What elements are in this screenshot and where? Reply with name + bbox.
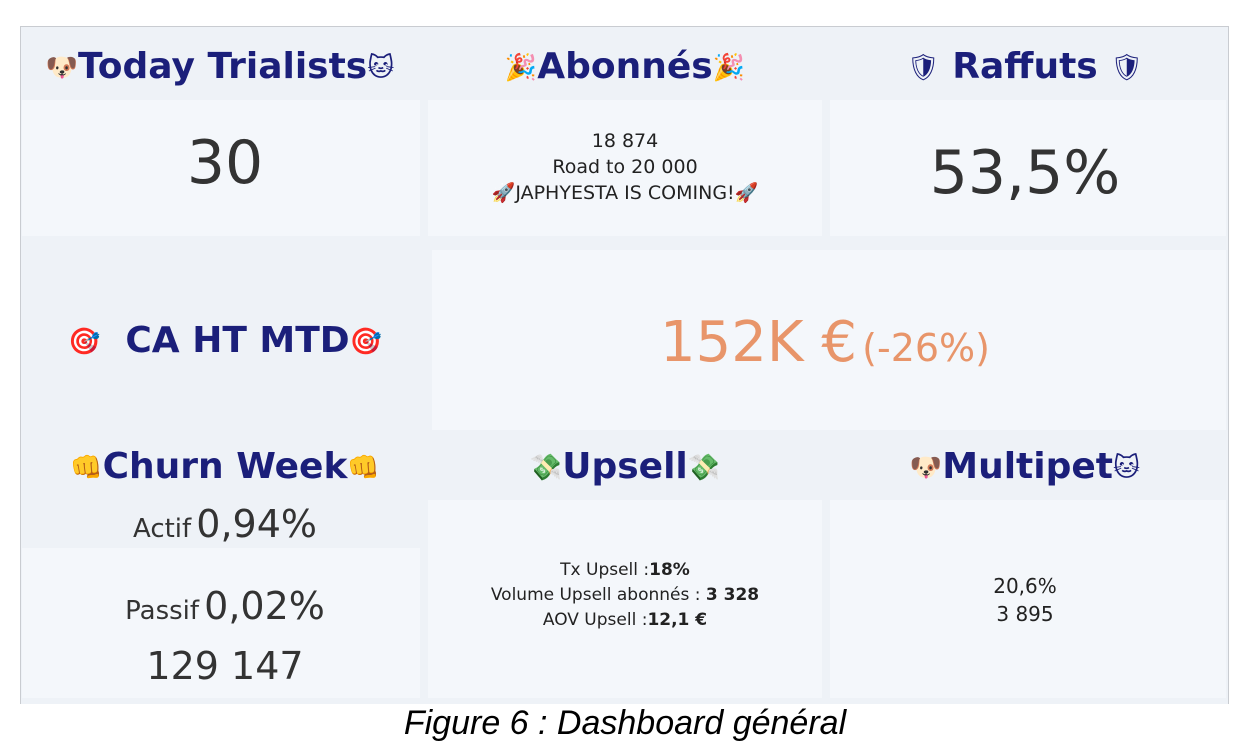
upsell-tx: Tx Upsell :18% [560, 560, 690, 580]
upsell-aov: AOV Upsell :12,1 € [542, 610, 708, 630]
ca-delta: (-26%) [862, 326, 990, 370]
panel-churn [22, 548, 420, 698]
cat-face-icon: 🐱 [1113, 453, 1141, 483]
dart-target-icon: 🎯 [349, 327, 383, 357]
tile-title-churn: 👊Churn Week👊 [70, 446, 380, 487]
trialists-value: 30 [186, 128, 264, 198]
panel-multipet [830, 500, 1226, 698]
abonnes-details: 18 874 Road to 20 000 🚀JAPHYESTA IS COMI… [425, 128, 825, 206]
fist-icon: 👊 [70, 453, 103, 483]
multipet-details: 20,6% 3 895 [825, 572, 1225, 628]
ca-value: 152K € [660, 310, 858, 375]
upsell-volume: Volume Upsell abonnés : 3 328 [490, 585, 760, 605]
tile-title-raffuts: 🛡 Raffuts 🛡 [906, 46, 1144, 87]
churn-passif-label: Passif [125, 596, 200, 626]
multipet-count: 3 895 [996, 602, 1054, 626]
dog-face-icon: 🐶 [45, 53, 79, 83]
churn-actif-value: 0,94% [196, 502, 317, 546]
panel-ca [432, 250, 1226, 430]
churn-passif: Passif 0,02% [20, 584, 430, 628]
tile-title-trialists: 🐶Today Trialists🐱 [45, 46, 395, 87]
churn-total: 129 147 [146, 644, 304, 688]
panel-trialists [22, 100, 420, 236]
frame-border-top [20, 26, 1229, 27]
fist-icon: 👊 [347, 453, 380, 483]
abonnes-announcement: 🚀JAPHYESTA IS COMING!🚀 [491, 182, 759, 204]
rocket-icon: 🚀 [491, 182, 516, 204]
churn-passif-value: 0,02% [204, 584, 325, 628]
panel-raffuts [830, 100, 1226, 236]
money-wings-icon: 💸 [687, 453, 721, 483]
frame-border-left [20, 26, 21, 704]
ca-value-block: 152K € (-26%) [430, 310, 1220, 375]
party-popper-icon: 🎉 [504, 53, 538, 83]
figure-caption: Figure 6 : Dashboard général [403, 704, 847, 742]
dart-target-icon: 🎯 [67, 327, 101, 357]
shield-icon: 🛡 [906, 53, 940, 83]
frame-border-right [1228, 26, 1229, 704]
multipet-rate: 20,6% [993, 574, 1057, 598]
raffuts-value: 53,5% [929, 138, 1121, 208]
tile-title-upsell: 💸Upsell💸 [529, 446, 721, 487]
dog-face-icon: 🐶 [909, 453, 943, 483]
abonnes-count: 18 874 [591, 130, 659, 152]
tile-title-ca: 🎯 CA HT MTD🎯 [67, 320, 383, 361]
party-popper-icon: 🎉 [712, 53, 746, 83]
tile-title-multipet: 🐶Multipet🐱 [909, 446, 1141, 487]
shield-icon: 🛡 [1110, 53, 1144, 83]
upsell-details: Tx Upsell :18% Volume Upsell abonnés : 3… [425, 558, 825, 633]
churn-actif: Actif 0,94% [20, 502, 430, 546]
tile-title-abonnes: 🎉Abonnés🎉 [504, 46, 746, 87]
rocket-icon: 🚀 [734, 182, 759, 204]
churn-actif-label: Actif [132, 514, 192, 544]
panel-abonnes [428, 100, 822, 236]
money-wings-icon: 💸 [529, 453, 563, 483]
cat-face-icon: 🐱 [367, 53, 395, 83]
abonnes-goal: Road to 20 000 [552, 156, 698, 178]
panel-upsell [428, 500, 822, 698]
